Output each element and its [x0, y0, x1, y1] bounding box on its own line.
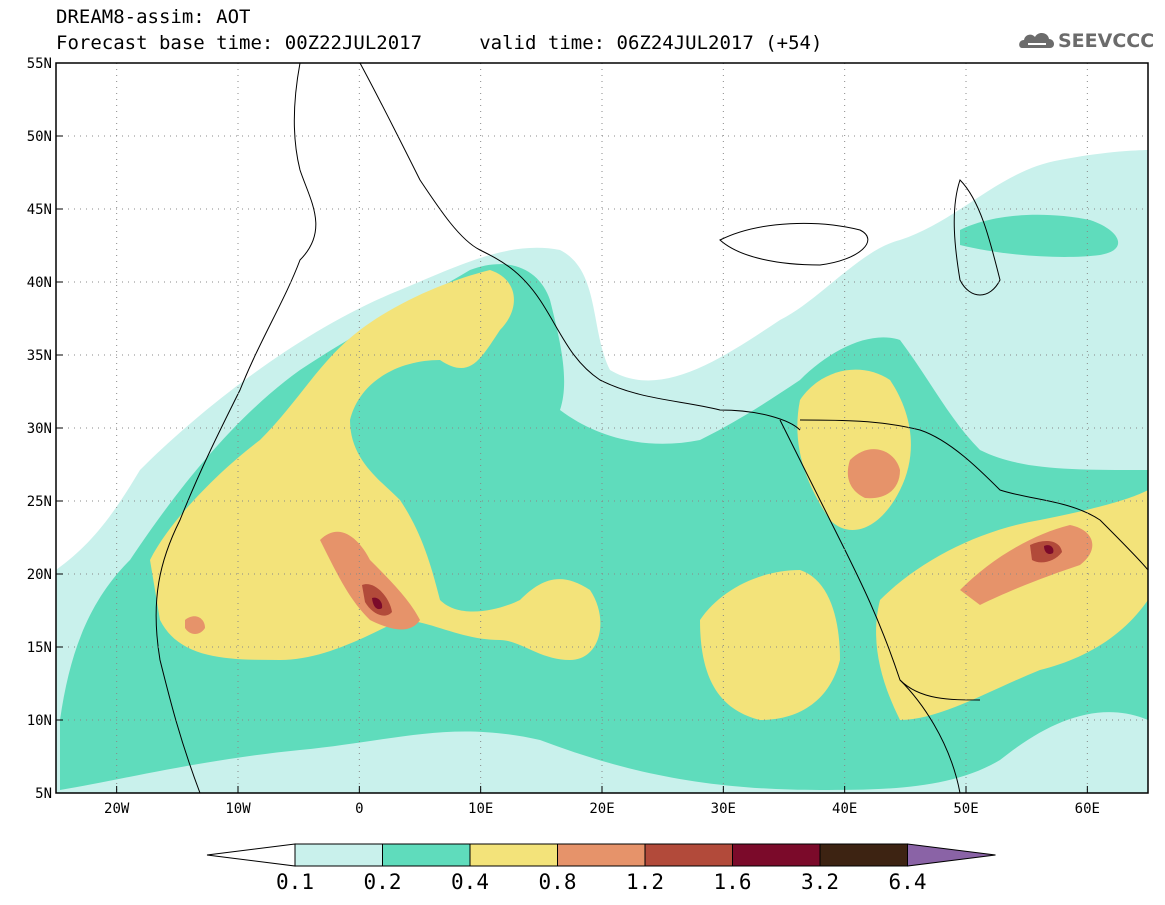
lon-tick-label: 50E [953, 801, 978, 817]
lat-tick-label: 20N [27, 567, 52, 583]
aot-band-0.4-west [150, 270, 601, 660]
colorbar-label: 0.4 [451, 870, 489, 894]
colorbar-arrow-low [206, 843, 296, 867]
lon-tick-label: 40E [832, 801, 857, 817]
colorbar-segment [557, 843, 646, 867]
colorbar: 0.1 0.2 0.4 0.8 1.2 1.6 3.2 6.4 [206, 843, 996, 894]
colorbar-label: 6.4 [889, 870, 927, 894]
lon-tick-label: 60E [1075, 801, 1100, 817]
lat-tick-label: 30N [27, 421, 52, 437]
aot-band-0.4-east [700, 570, 840, 720]
aot-band-0.8-small [185, 616, 205, 634]
colorbar-label: 1.2 [626, 870, 664, 894]
coast-horn-africa [899, 679, 961, 793]
aot-band-0.8-sahara [320, 531, 420, 630]
coast-red-sea [779, 419, 981, 701]
colorbar-segment [469, 843, 558, 867]
chart-subtitle: Forecast base time: 00Z22JUL2017 valid t… [56, 32, 823, 54]
lat-tick-label: 15N [27, 640, 52, 656]
colorbar-arrow-high [907, 843, 996, 867]
colorbar-label: 0.8 [539, 870, 577, 894]
aot-band-0.2-caspian [960, 214, 1119, 257]
latitude-axis: 55N 50N 45N 40N 35N 30N 25N 20N 15N 10N 5N [27, 56, 63, 802]
chart-title: DREAM8-assim: AOT [56, 6, 251, 28]
lon-tick-label: 30E [711, 801, 736, 817]
grid-lines [56, 63, 1148, 793]
coast-caspian [953, 179, 1001, 296]
cloud-icon [1019, 33, 1055, 48]
lon-tick-label: 10W [225, 801, 251, 817]
coast-europe [359, 63, 801, 431]
colorbar-segment [294, 843, 383, 867]
lat-tick-label: 10N [27, 713, 52, 729]
coast-west-africa [155, 63, 317, 793]
coast-black-sea [719, 222, 869, 266]
logo-text: SEEVCCC [1058, 30, 1155, 52]
lat-tick-label: 35N [27, 348, 52, 364]
lon-tick-label: 20W [104, 801, 130, 817]
colorbar-label: 0.1 [276, 870, 314, 894]
coast-arabia [799, 419, 1148, 571]
lat-tick-label: 25N [27, 494, 52, 510]
colorbar-segment [819, 843, 908, 867]
lon-tick-label: 0 [355, 801, 363, 817]
colorbar-segment [644, 843, 733, 867]
colorbar-segment [382, 843, 471, 867]
lat-tick-label: 50N [27, 129, 52, 145]
aot-band-0.8-arabia [847, 449, 900, 499]
lon-tick-label: 10E [468, 801, 493, 817]
longitude-axis: 20W 10W 0 10E 20E 30E 40E 50E 60E [104, 786, 1100, 817]
aot-band-0.1-east [930, 294, 1148, 400]
lat-tick-label: 5N [35, 786, 52, 802]
colorbar-segment [732, 843, 821, 867]
lat-tick-label: 45N [27, 202, 52, 218]
coastlines [155, 63, 1148, 793]
lat-tick-label: 40N [27, 275, 52, 291]
colorbar-label: 1.6 [714, 870, 752, 894]
lon-tick-label: 20E [589, 801, 614, 817]
aot-band-0.8-oman [960, 525, 1093, 605]
aot-band-1.6-oman [1044, 545, 1054, 555]
colorbar-label: 3.2 [801, 870, 839, 894]
colorbar-label: 0.2 [364, 870, 402, 894]
lat-tick-label: 55N [27, 56, 52, 72]
aot-band-1.6-sahara [372, 597, 383, 610]
